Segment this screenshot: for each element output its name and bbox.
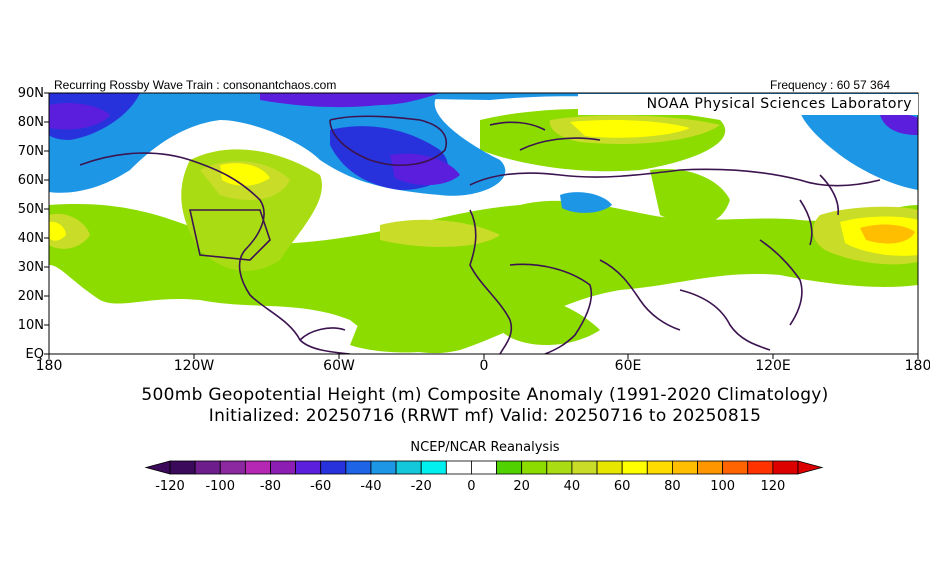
colorbar: [144, 460, 824, 475]
colorbar-swatch: [747, 460, 774, 475]
lon-label: 60E: [614, 358, 642, 374]
colorbar-swatch: [420, 460, 447, 475]
lat-label: 20N: [17, 289, 44, 304]
lat-label: 10N: [17, 318, 44, 333]
colorbar-swatch: [169, 460, 196, 475]
lat-label: 90N: [17, 86, 44, 101]
colorbar-swatch: [219, 460, 246, 475]
colorbar-tick-label: -60: [310, 479, 332, 494]
colorbar-swatch: [697, 460, 724, 475]
colorbar-tick-label: 40: [563, 479, 581, 494]
colorbar-swatch: [471, 460, 497, 475]
colorbar-swatch: [722, 460, 749, 475]
colorbar-tick-label: 80: [664, 479, 681, 494]
lon-label: 0: [479, 358, 489, 374]
colorbar-tick-label: -120: [155, 479, 185, 494]
colorbar-tick-label: -80: [259, 479, 282, 494]
colorbar-swatch: [270, 460, 297, 475]
lat-label: 50N: [17, 202, 44, 217]
colorbar-swatch: [370, 460, 397, 475]
lab-label: NOAA Physical Sciences Laboratory: [578, 94, 918, 115]
longitude-ticks: [48, 354, 919, 359]
colorbar-tick-label: 60: [613, 479, 631, 494]
colorbar-swatch: [546, 460, 573, 475]
colorbar-tick-label: 20: [513, 479, 530, 494]
title-line-2: Initialized: 20250716 (RRWT mf) Valid: 2…: [208, 406, 762, 426]
colorbar-swatch: [295, 460, 322, 475]
colorbar-swatch: [621, 460, 648, 475]
colorbar-tick-label: 100: [710, 479, 736, 494]
colorbar-swatch: [672, 460, 698, 475]
colorbar-tick-label: 120: [760, 479, 786, 494]
lat-label: 40N: [17, 231, 44, 246]
lat-label: 30N: [17, 260, 44, 275]
lat-label: 80N: [17, 115, 44, 130]
colorbar-arrow-right: [797, 460, 824, 475]
lon-label: 120W: [173, 358, 215, 374]
lon-label: 180: [904, 358, 930, 374]
lat-label: 60N: [17, 173, 44, 188]
colorbar-swatch: [395, 460, 422, 475]
title-line-1: 500mb Geopotential Height (m) Composite …: [141, 385, 829, 405]
colorbar-swatch: [445, 460, 472, 475]
colorbar-tick-label: -20: [410, 479, 432, 494]
header-right-text: Frequency : 60 57 364: [770, 78, 891, 92]
colorbar-swatch: [521, 460, 548, 475]
colorbar-swatch: [596, 460, 623, 475]
colorbar-swatch: [194, 460, 221, 475]
colorbar-tick-label: -100: [205, 479, 235, 494]
coastlines: [79, 115, 881, 354]
colorbar-swatch: [772, 460, 799, 475]
lon-label: 60W: [323, 358, 355, 374]
colorbar-swatch: [646, 460, 673, 475]
colorbar-swatch: [320, 460, 347, 475]
colorbar-swatch: [571, 460, 598, 475]
header-left-text: Recurring Rossby Wave Train : consonantc…: [54, 78, 337, 92]
colorbar-swatch: [345, 460, 372, 475]
colorbar-arrow-left: [144, 460, 171, 475]
anomaly-field: [49, 93, 918, 354]
colorbar-title: NCEP/NCAR Reanalysis: [410, 440, 560, 455]
lon-label: 120E: [755, 358, 791, 374]
colorbar-swatch: [244, 460, 271, 475]
lat-label: 70N: [17, 144, 44, 159]
colorbar-swatch: [496, 460, 523, 475]
latitude-ticks: [44, 92, 49, 355]
colorbar-tick-label: -40: [360, 479, 382, 494]
lon-label: 180: [35, 358, 63, 374]
colorbar-tick-label: 0: [467, 479, 476, 494]
lat-label: EQ: [25, 347, 44, 362]
